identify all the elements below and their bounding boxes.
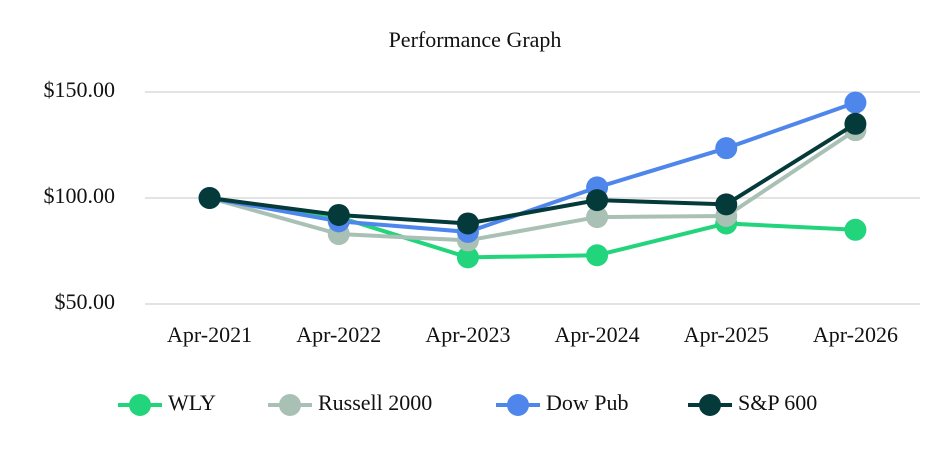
data-point	[456, 246, 479, 269]
data-point	[715, 193, 738, 216]
x-tick-label: Apr-2022	[296, 322, 381, 347]
y-tick-label: $150.00	[44, 77, 116, 102]
legend-marker	[279, 394, 301, 416]
y-tick-label: $100.00	[44, 183, 116, 208]
series-line	[209, 128, 857, 243]
legend-marker	[699, 394, 721, 416]
series-line	[209, 122, 857, 226]
data-point	[715, 137, 738, 160]
data-point	[198, 187, 221, 209]
data-point	[586, 189, 609, 212]
data-point	[327, 203, 350, 226]
x-tick-label: Apr-2024	[555, 322, 640, 347]
data-point	[844, 112, 867, 135]
x-tick-label: Apr-2026	[813, 322, 898, 347]
x-tick-label: Apr-2023	[425, 322, 510, 347]
legend-label: Russell 2000	[318, 390, 432, 415]
x-tick-label: Apr-2025	[684, 322, 769, 347]
data-point	[586, 244, 609, 267]
data-point	[844, 91, 867, 114]
legend-label: Dow Pub	[546, 390, 629, 415]
data-point	[456, 212, 479, 235]
chart-title: Performance Graph	[389, 27, 562, 52]
legend-label: S&P 600	[738, 390, 817, 415]
legend-label: WLY	[168, 390, 216, 415]
legend-marker	[507, 394, 529, 416]
x-tick-label: Apr-2021	[167, 322, 252, 347]
data-point	[844, 218, 867, 241]
series-line	[209, 100, 857, 234]
legend-marker	[129, 394, 151, 416]
y-tick-label: $50.00	[55, 289, 116, 314]
data-point	[586, 206, 609, 229]
